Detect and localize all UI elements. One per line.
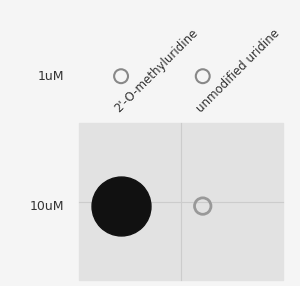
- Point: [200, 204, 205, 208]
- Point: [200, 74, 205, 78]
- Point: [119, 74, 124, 78]
- Text: 10uM: 10uM: [30, 200, 64, 212]
- Text: 1uM: 1uM: [38, 70, 64, 83]
- Bar: [79, 123, 283, 280]
- Text: 2'-O-methyluridine: 2'-O-methyluridine: [112, 26, 200, 115]
- Text: unmodified uridine: unmodified uridine: [194, 26, 282, 115]
- Point: [119, 204, 124, 208]
